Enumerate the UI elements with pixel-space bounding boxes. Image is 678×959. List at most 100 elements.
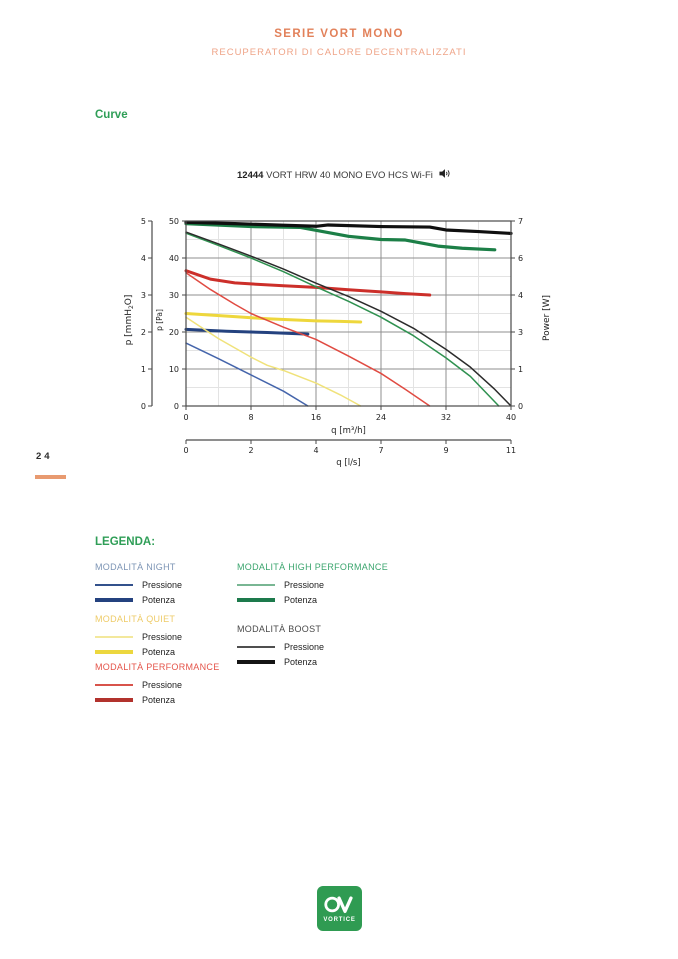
svg-text:5: 5 (141, 217, 146, 226)
legend-entry-label: Potenza (284, 595, 318, 605)
speaker-icon (438, 168, 450, 182)
page-header: SERIE VORT MONO RECUPERATORI DI CALORE D… (0, 28, 678, 58)
line-swatch (237, 660, 275, 664)
svg-text:0: 0 (518, 402, 523, 411)
vortice-logo: VORTICE (317, 886, 362, 931)
svg-text:32: 32 (441, 413, 451, 422)
series-title: SERIE VORT MONO (274, 28, 404, 40)
line-swatch (95, 684, 133, 686)
curve-night-pressione (185, 342, 309, 407)
svg-text:24: 24 (376, 413, 386, 422)
svg-text:4: 4 (141, 254, 146, 263)
legend-group-night: MODALITÀ NIGHT Pressione Potenza (95, 562, 295, 605)
legend-group-title: MODALITÀ BOOST (237, 624, 322, 634)
svg-text:3: 3 (518, 328, 523, 337)
curve-performance-potenza (184, 269, 432, 297)
legend-entry-label: Pressione (142, 632, 183, 642)
legend-entry: Potenza (95, 695, 295, 705)
svg-text:2: 2 (141, 328, 146, 337)
legend-entry-label: Potenza (284, 657, 318, 667)
svg-text:3: 3 (141, 291, 146, 300)
svg-text:10: 10 (169, 365, 179, 374)
legend-group-boost: MODALITÀ BOOST Pressione Potenza (237, 624, 437, 667)
legend-group-quiet: MODALITÀ QUIET Pressione Potenza (95, 614, 295, 657)
curve-boost-potenza (184, 220, 513, 236)
vortice-logo-mark (324, 896, 353, 914)
svg-text:40: 40 (506, 413, 516, 422)
legend-entry: Pressione (95, 680, 295, 690)
svg-text:2: 2 (248, 446, 253, 455)
chart-title: 12444 VORT HRW 40 MONO EVO HCS Wi-Fi (237, 168, 450, 182)
svg-text:Power [W]: Power [W] (542, 295, 552, 341)
curve-quiet-pressione (185, 316, 362, 407)
svg-text:4: 4 (313, 446, 318, 455)
line-swatch (95, 598, 133, 602)
legend-entry: Potenza (237, 657, 437, 667)
product-code: 12444 (237, 170, 264, 181)
svg-text:6: 6 (518, 254, 523, 263)
svg-text:8: 8 (248, 413, 253, 422)
svg-text:7: 7 (518, 217, 523, 226)
svg-text:0: 0 (174, 402, 179, 411)
curve-quiet-potenza (184, 312, 363, 324)
svg-text:1: 1 (518, 365, 523, 374)
legend-group-title: MODALITÀ HIGH PERFORMANCE (237, 562, 389, 572)
svg-text:0: 0 (183, 446, 188, 455)
section-heading: Curve (95, 109, 128, 121)
line-swatch (237, 646, 275, 648)
line-swatch (95, 698, 133, 702)
page-number-accent-bar (35, 475, 66, 479)
legend-entry-label: Pressione (142, 580, 183, 590)
svg-text:11: 11 (506, 446, 516, 455)
svg-text:q [m³/h]: q [m³/h] (331, 426, 366, 436)
legend-title: LEGENDA: (95, 536, 156, 548)
line-swatch (95, 636, 133, 638)
product-name: VORT HRW 40 MONO EVO HCS Wi-Fi (266, 170, 433, 181)
curve-performance-pressione (185, 272, 431, 407)
legend-entry: Pressione (237, 580, 437, 590)
svg-text:50: 50 (169, 217, 179, 226)
vortice-logo-text: VORTICE (323, 917, 356, 923)
legend: LEGENDA: MODALITÀ NIGHT Pressione Potenz… (95, 536, 515, 705)
line-swatch (95, 650, 133, 654)
svg-text:0: 0 (141, 402, 146, 411)
legend-group-title: MODALITÀ PERFORMANCE (95, 662, 220, 672)
curve-boost-pressione (185, 231, 512, 407)
svg-text:40: 40 (169, 254, 179, 263)
legend-entry: Pressione (237, 642, 437, 652)
legend-entry: Pressione (95, 632, 295, 642)
legend-entry: Potenza (95, 647, 295, 657)
line-swatch (237, 598, 275, 602)
svg-text:0: 0 (183, 413, 188, 422)
line-swatch (237, 584, 275, 586)
line-swatch (95, 584, 133, 586)
curve-high-performance-potenza (184, 222, 497, 252)
legend-entry-label: Pressione (284, 642, 325, 652)
svg-text:p [Pa]: p [Pa] (155, 309, 164, 331)
svg-text:1: 1 (141, 365, 146, 374)
series-subtitle: RECUPERATORI DI CALORE DECENTRALIZZATI (211, 47, 467, 58)
legend-entry: Pressione (95, 580, 295, 590)
svg-text:4: 4 (518, 291, 523, 300)
legend-group-performance: MODALITÀ PERFORMANCE Pressione Potenza (95, 662, 295, 705)
svg-text:16: 16 (311, 413, 321, 422)
legend-entry: Potenza (237, 595, 437, 605)
legend-entry-label: Pressione (284, 580, 325, 590)
legend-entry-label: Pressione (142, 680, 183, 690)
svg-text:p [mmH2O]: p [mmH2O] (124, 295, 135, 346)
svg-text:20: 20 (169, 328, 179, 337)
svg-text:30: 30 (169, 291, 179, 300)
legend-group-high-performance: MODALITÀ HIGH PERFORMANCE Pressione Pote… (237, 562, 437, 605)
legend-entry-label: Potenza (142, 595, 176, 605)
svg-text:q [l/s]: q [l/s] (336, 458, 360, 468)
svg-text:9: 9 (443, 446, 448, 455)
legend-group-title: MODALITÀ NIGHT (95, 562, 176, 572)
page-number: 24 (36, 451, 53, 462)
svg-text:7: 7 (378, 446, 383, 455)
legend-entry: Potenza (95, 595, 295, 605)
legend-entry-label: Potenza (142, 647, 176, 657)
legend-group-title: MODALITÀ QUIET (95, 614, 176, 624)
legend-entry-label: Potenza (142, 695, 176, 705)
